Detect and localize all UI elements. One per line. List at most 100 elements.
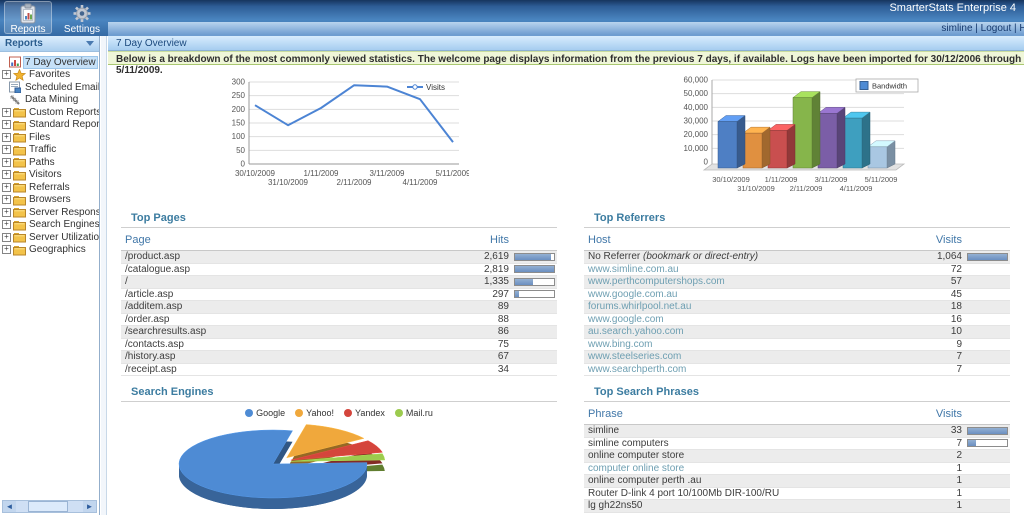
value-bar-slot (514, 303, 555, 311)
star-icon (13, 69, 26, 81)
scrollbar-thumb[interactable] (28, 501, 68, 512)
scroll-right-arrow-icon[interactable]: ► (83, 501, 96, 512)
value-bar-slot (514, 328, 555, 336)
tree-expander-icon[interactable]: + (2, 158, 11, 167)
sidebar-item-traffic[interactable]: +Traffic (0, 144, 99, 157)
column-header: Visits (936, 408, 962, 420)
row-value: 67 (459, 351, 509, 362)
tree-expander-icon[interactable]: + (2, 145, 11, 154)
tree-expander-icon[interactable]: + (2, 245, 11, 254)
tree-expander-icon[interactable]: + (2, 220, 11, 229)
row-label: /history.asp (125, 351, 175, 362)
row-link[interactable]: www.searchperth.com (588, 364, 686, 375)
sidebar-item-files[interactable]: +Files (0, 131, 99, 144)
sidebar-splitter[interactable] (101, 36, 107, 515)
row-label: simline computers (588, 438, 669, 449)
row-label: Router D-link 4 port 10/100Mb DIR-100/RU (588, 488, 779, 499)
simline-link[interactable]: simline (941, 23, 972, 34)
row-link[interactable]: www.steelseries.com (588, 351, 681, 362)
row-link[interactable]: www.google.com.au (588, 289, 678, 300)
scroll-left-arrow-icon[interactable]: ◄ (3, 501, 16, 512)
value-bar-gauge (967, 253, 1008, 261)
row-link[interactable]: www.perthcomputershops.com (588, 276, 725, 287)
tree-expander-icon[interactable]: + (2, 108, 11, 117)
sidebar-item-custom-reports[interactable]: +Custom Reports (0, 106, 99, 119)
row-value: 7 (912, 351, 962, 362)
logout-link[interactable]: Logout (981, 23, 1012, 34)
row-value: 72 (912, 264, 962, 275)
sidebar-item-server-responses[interactable]: +Server Responses (0, 206, 99, 219)
folder-icon (13, 106, 26, 118)
sidebar-item-label: Standard Reports (28, 119, 100, 130)
tree-expander-icon[interactable]: + (2, 70, 11, 79)
row-value: 57 (912, 276, 962, 287)
sidebar-header[interactable]: Reports (0, 36, 99, 52)
table-row: computer online store1 (584, 463, 1010, 476)
table-row: www.perthcomputershops.com 57 (584, 276, 1010, 289)
table-row: www.google.com.au45 (584, 289, 1010, 302)
row-label: / (125, 276, 128, 287)
sidebar-horizontal-scrollbar[interactable]: ◄ ► (2, 500, 97, 513)
row-value: 88 (459, 314, 509, 325)
sidebar-item-label: Search Engines (28, 219, 100, 230)
sidebar-item-data-mining[interactable]: Data Mining (0, 94, 99, 107)
value-bar-slot (514, 353, 555, 361)
folder-icon (13, 219, 26, 231)
sidebar-item-scheduled-email-reports[interactable]: Scheduled Email Reports (0, 81, 99, 94)
sidebar-item-7-day-overview[interactable]: 7 Day Overview (0, 56, 99, 69)
tree-expander-icon[interactable]: + (2, 170, 11, 179)
table-row: /receipt.asp34 (121, 364, 557, 377)
row-link[interactable]: computer online store (588, 463, 684, 474)
reports-button[interactable]: Reports (4, 1, 52, 34)
settings-button[interactable]: Settings (58, 1, 106, 34)
value-bar-slot (967, 303, 1008, 311)
svg-text:300: 300 (231, 78, 245, 87)
sidebar-item-visitors[interactable]: +Visitors (0, 169, 99, 182)
svg-text:10,000: 10,000 (683, 144, 708, 153)
row-label: /catalogue.asp (125, 264, 190, 275)
row-label: lg gh22ns50 (588, 500, 643, 511)
row-label: /product.asp (125, 251, 180, 262)
sidebar-item-favorites[interactable]: +Favorites (0, 69, 99, 82)
sidebar-item-standard-reports[interactable]: + Standard Reports (0, 119, 99, 132)
tree-expander-icon[interactable]: + (2, 233, 11, 242)
column-header: Host (588, 234, 611, 246)
sidebar-item-referrals[interactable]: +Referrals (0, 181, 99, 194)
row-value: 1 (912, 475, 962, 486)
row-link[interactable]: www.google.com (588, 314, 664, 325)
sidebar-item-search-engines[interactable]: + Search Engines (0, 219, 99, 232)
row-link[interactable]: forums.whirlpool.net.au (588, 301, 691, 312)
table-row: simline computers7 (584, 438, 1010, 451)
row-value: 1 (912, 500, 962, 511)
tables-row: Top PagesPageHits/product.asp2,619/catal… (108, 202, 1024, 376)
table-row: Router D-link 4 port 10/100Mb DIR-100/RU… (584, 488, 1010, 501)
row-value: 18 (912, 301, 962, 312)
sidebar-item-browsers[interactable]: +Browsers (0, 194, 99, 207)
svg-text:4/11/2009: 4/11/2009 (402, 178, 438, 187)
tree-expander-icon[interactable]: + (2, 133, 11, 142)
sidebar-item-server-utilization[interactable]: +Server Utilization (0, 231, 99, 244)
value-bar-slot (967, 265, 1008, 273)
sidebar-item-paths[interactable]: +Paths (0, 156, 99, 169)
legend-item: Yandex (344, 408, 385, 418)
tree-expander-icon[interactable]: + (2, 120, 11, 129)
chevron-down-icon[interactable] (86, 41, 94, 46)
row-label: /additem.asp (125, 301, 182, 312)
value-bar-slot (967, 464, 1008, 472)
row-value: 9 (912, 339, 962, 350)
tree-expander-icon[interactable]: + (2, 208, 11, 217)
row-link[interactable]: au.search.yahoo.com (588, 326, 684, 337)
row-label: online computer store (588, 450, 684, 461)
table-header: PhraseVisits (584, 402, 1010, 425)
help-link[interactable]: Help (1019, 23, 1024, 34)
folder-icon (13, 181, 26, 193)
svg-text:5/11/2009: 5/11/2009 (864, 175, 897, 184)
tree-expander-icon[interactable]: + (2, 183, 11, 192)
svg-text:30,000: 30,000 (683, 117, 708, 126)
row-link[interactable]: www.simline.com.au (588, 264, 679, 275)
value-bar-slot (967, 477, 1008, 485)
tree-expander-icon[interactable]: + (2, 195, 11, 204)
row-link[interactable]: www.bing.com (588, 339, 652, 350)
sidebar-item-geographics[interactable]: +Geographics (0, 244, 99, 257)
table-row: online computer store2 (584, 450, 1010, 463)
